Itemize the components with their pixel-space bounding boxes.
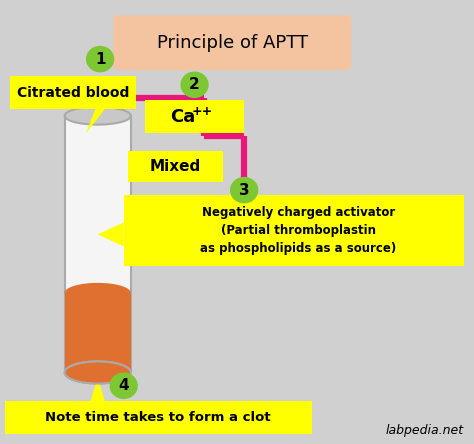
- Text: labpedia.net: labpedia.net: [386, 424, 464, 436]
- FancyBboxPatch shape: [64, 116, 131, 373]
- FancyBboxPatch shape: [64, 293, 131, 373]
- FancyBboxPatch shape: [10, 76, 136, 109]
- Ellipse shape: [64, 107, 131, 125]
- Circle shape: [86, 46, 114, 72]
- Circle shape: [109, 373, 138, 399]
- Text: Citrated blood: Citrated blood: [17, 86, 129, 99]
- Ellipse shape: [64, 361, 131, 384]
- Polygon shape: [91, 377, 105, 401]
- FancyBboxPatch shape: [5, 401, 312, 434]
- Text: 4: 4: [118, 378, 129, 393]
- FancyBboxPatch shape: [113, 15, 351, 70]
- Text: 2: 2: [189, 77, 200, 92]
- Text: 1: 1: [95, 52, 105, 67]
- Circle shape: [230, 177, 258, 203]
- Text: ++: ++: [192, 105, 213, 118]
- Polygon shape: [86, 109, 105, 134]
- Ellipse shape: [64, 361, 131, 384]
- Circle shape: [181, 71, 209, 98]
- Text: 3: 3: [239, 182, 249, 198]
- Text: Ca: Ca: [170, 108, 195, 126]
- Text: Note time takes to form a clot: Note time takes to form a clot: [46, 411, 271, 424]
- FancyBboxPatch shape: [128, 151, 223, 182]
- FancyBboxPatch shape: [145, 100, 244, 134]
- Text: Negatively charged activator
(Partial thromboplastin
as phospholipids as a sourc: Negatively charged activator (Partial th…: [201, 206, 397, 255]
- Text: Mixed: Mixed: [150, 159, 201, 174]
- Ellipse shape: [64, 283, 131, 303]
- FancyBboxPatch shape: [124, 195, 464, 266]
- Polygon shape: [98, 222, 124, 246]
- Text: Principle of APTT: Principle of APTT: [157, 34, 308, 52]
